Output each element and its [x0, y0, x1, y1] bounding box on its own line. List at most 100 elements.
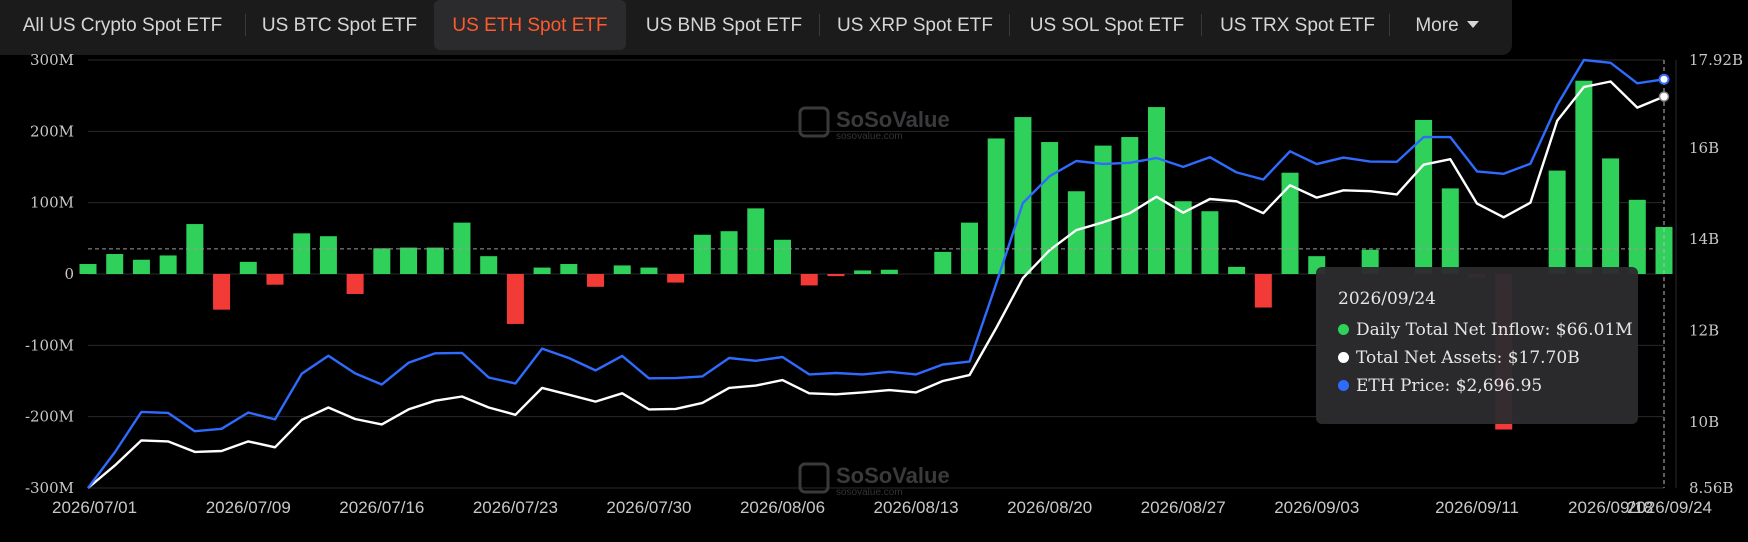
inflow-bar — [1147, 107, 1165, 274]
tab-separator — [819, 14, 820, 36]
inflow-bar — [79, 264, 97, 274]
y-left-tick-label: 100M — [30, 194, 74, 212]
tooltip-assets-label: Total Net Assets: $17.70B — [1356, 348, 1580, 368]
tooltip-price-label: ETH Price: $2,696.95 — [1356, 376, 1543, 396]
x-tick-label: 2026/07/16 — [339, 498, 424, 517]
y-right-tick-label: 8.56B — [1689, 479, 1733, 497]
tooltip-row-assets: Total Net Assets: $17.70B — [1338, 348, 1580, 368]
inflow-bar — [1548, 170, 1566, 274]
inflow-bar — [1014, 117, 1032, 274]
inflow-bar — [400, 247, 418, 274]
inflow-bar — [319, 236, 337, 274]
inflow-bar — [613, 265, 631, 274]
y-left-tick-label: -100M — [25, 336, 74, 354]
x-tick-label: 2026/07/09 — [206, 498, 291, 517]
y-right-tick-label: 17.92B — [1689, 51, 1743, 69]
y-left-tick-label: 0 — [64, 265, 74, 283]
inflow-bar — [693, 234, 711, 274]
inflow-bar — [132, 259, 150, 274]
inflow-bar — [533, 267, 551, 274]
y-left-tick-label: 300M — [30, 51, 74, 69]
watermark-logo-icon — [798, 106, 830, 138]
y-right-tick-label: 16B — [1689, 139, 1719, 157]
x-tick-label: 2026/08/20 — [1007, 498, 1092, 517]
price-endpoint-marker — [1658, 73, 1670, 85]
tab-us-btc-spot-etf[interactable]: US BTC Spot ETF — [261, 15, 418, 36]
tooltip-inflow-label: Daily Total Net Inflow: $66.01M — [1356, 320, 1633, 340]
tooltip-row-price: ETH Price: $2,696.95 — [1338, 376, 1542, 396]
inflow-bar — [293, 233, 311, 274]
inflow-bar — [1228, 266, 1246, 274]
eth-price-line — [87, 58, 1665, 489]
x-tick-label: 2026/08/27 — [1141, 498, 1226, 517]
x-tick-label: 2026/09/18 — [1568, 498, 1653, 517]
tab-separator — [245, 14, 246, 36]
y-left-tick-label: -200M — [25, 408, 74, 426]
watermark-site: sosovalue.com — [836, 131, 903, 142]
price-legend-dot — [1338, 380, 1349, 391]
tab-us-xrp-spot-etf[interactable]: US XRP Spot ETF — [837, 15, 993, 36]
watermark-brand: SoSoValue — [836, 463, 950, 488]
x-tick-label: 2026/09/03 — [1274, 498, 1359, 517]
inflow-bar — [934, 251, 952, 274]
inflow-bar — [1041, 142, 1059, 274]
x-tick-label: 2026/09/24 — [1627, 498, 1712, 517]
inflow-bar — [560, 264, 578, 274]
inflow-bar — [426, 247, 444, 274]
tab-all-us-crypto-spot-etf[interactable]: All US Crypto Spot ETF — [22, 15, 223, 36]
tab-separator — [1201, 14, 1202, 36]
total-net-assets-line — [87, 80, 1665, 489]
x-tick-label: 2026/08/13 — [874, 498, 959, 517]
inflow-bar — [346, 274, 364, 294]
inflow-bar — [667, 274, 685, 283]
inflow-bar — [774, 239, 792, 274]
inflow-bar — [506, 274, 524, 324]
inflow-bar — [827, 274, 845, 277]
inflow-bar — [720, 231, 738, 274]
etf-tab-bar: All US Crypto Spot ETF US BTC Spot ETF US … — [0, 0, 1512, 55]
tooltip-date: 2026/09/24 — [1338, 289, 1436, 309]
inflow-bar — [159, 255, 177, 274]
watermark-site: sosovalue.com — [836, 487, 903, 498]
x-tick-label: 2026/08/06 — [740, 498, 825, 517]
tab-separator — [1389, 14, 1390, 36]
chart-tooltip: 2026/09/24 Daily Total Net Inflow: $66.0… — [1316, 267, 1638, 424]
x-tick-label: 2026/07/30 — [606, 498, 691, 517]
y-left-tick-label: 200M — [30, 122, 74, 140]
inflow-bar — [1628, 199, 1646, 274]
inflow-bar — [213, 274, 231, 310]
watermark-brand: SoSoValue — [836, 107, 950, 132]
inflow-bar — [587, 274, 605, 287]
inflow-bar — [1254, 274, 1272, 308]
inflow-bar — [1121, 137, 1139, 274]
tab-us-eth-spot-etf[interactable]: US ETH Spot ETF — [434, 0, 626, 50]
chevron-down-icon — [1466, 21, 1479, 28]
y-right-tick-label: 14B — [1689, 230, 1719, 248]
assets-legend-dot — [1338, 352, 1349, 363]
inflow-bar — [880, 269, 898, 274]
tab-us-trx-spot-etf[interactable]: US TRX Spot ETF — [1220, 15, 1375, 36]
inflow-bar — [106, 254, 124, 274]
x-tick-label: 2026/09/11 — [1435, 498, 1519, 517]
inflow-bar — [640, 267, 658, 274]
inflow-bar — [239, 261, 257, 274]
tooltip-row-inflow: Daily Total Net Inflow: $66.01M — [1338, 320, 1633, 340]
tab-us-sol-spot-etf[interactable]: US SOL Spot ETF — [1029, 15, 1185, 36]
inflow-bar — [1201, 211, 1219, 274]
inflow-legend-dot — [1338, 324, 1349, 335]
y-right-tick-label: 12B — [1689, 322, 1719, 340]
more-tabs-dropdown[interactable]: More — [1392, 0, 1502, 50]
inflow-bar — [1174, 201, 1192, 274]
inflow-bar — [1067, 191, 1085, 274]
inflow-bar — [1094, 145, 1112, 274]
watermark-logo-icon — [798, 462, 830, 494]
tab-separator — [1009, 14, 1010, 36]
inflow-bar — [987, 138, 1005, 274]
inflow-bar — [453, 222, 471, 274]
inflow-bar — [960, 222, 978, 274]
y-right-tick-label: 10B — [1689, 413, 1719, 431]
inflow-bar — [1575, 80, 1593, 274]
inflow-bar — [854, 270, 872, 274]
tab-us-bnb-spot-etf[interactable]: US BNB Spot ETF — [645, 15, 803, 36]
